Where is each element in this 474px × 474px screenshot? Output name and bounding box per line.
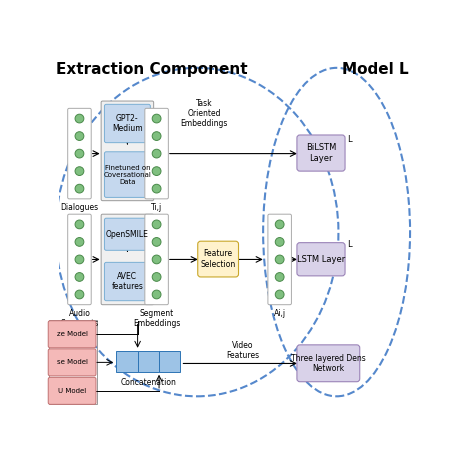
Text: Task
Oriented
Embeddings: Task Oriented Embeddings [181, 99, 228, 128]
Text: L: L [347, 135, 352, 144]
Circle shape [152, 114, 161, 123]
Circle shape [275, 273, 284, 282]
Text: U Model: U Model [58, 388, 86, 394]
Text: Video
Features: Video Features [227, 341, 259, 360]
Text: Concatenation: Concatenation [120, 378, 176, 387]
FancyBboxPatch shape [68, 214, 91, 305]
Text: OpenSMILE: OpenSMILE [106, 230, 149, 239]
Text: Audio
Segments: Audio Segments [60, 309, 99, 328]
FancyBboxPatch shape [101, 214, 154, 305]
Circle shape [152, 220, 161, 229]
FancyBboxPatch shape [48, 321, 96, 348]
Text: LSTM Layer: LSTM Layer [297, 255, 345, 264]
Circle shape [152, 132, 161, 140]
FancyBboxPatch shape [145, 214, 168, 305]
Text: Three layered Dens
Network: Three layered Dens Network [291, 354, 366, 373]
Circle shape [275, 220, 284, 229]
Text: L: L [347, 240, 352, 249]
Text: GPT2-
Medium: GPT2- Medium [112, 114, 143, 133]
Circle shape [75, 237, 84, 246]
FancyBboxPatch shape [68, 109, 91, 199]
Text: Dialogues: Dialogues [60, 203, 99, 212]
Circle shape [152, 167, 161, 175]
FancyBboxPatch shape [297, 345, 360, 382]
Circle shape [152, 255, 161, 264]
FancyBboxPatch shape [297, 135, 345, 171]
Text: se Model: se Model [56, 359, 88, 365]
Circle shape [275, 255, 284, 264]
Circle shape [75, 114, 84, 123]
Circle shape [75, 167, 84, 175]
Text: Extraction Component: Extraction Component [55, 63, 247, 77]
Circle shape [75, 220, 84, 229]
FancyBboxPatch shape [48, 377, 96, 404]
FancyBboxPatch shape [104, 152, 150, 197]
Circle shape [75, 132, 84, 140]
FancyBboxPatch shape [104, 218, 150, 250]
Text: BiLSTM
Layer: BiLSTM Layer [306, 143, 336, 163]
Circle shape [75, 255, 84, 264]
Circle shape [275, 290, 284, 299]
Bar [159, 351, 181, 372]
Circle shape [152, 237, 161, 246]
Circle shape [75, 149, 84, 158]
Text: Ai,j: Ai,j [273, 309, 286, 318]
Circle shape [275, 237, 284, 246]
FancyBboxPatch shape [198, 241, 238, 277]
Text: Finetuned on
Coversational
Data: Finetuned on Coversational Data [103, 164, 151, 184]
Text: AVEC
features: AVEC features [111, 272, 143, 291]
Circle shape [152, 184, 161, 193]
FancyBboxPatch shape [145, 109, 168, 199]
Circle shape [75, 273, 84, 282]
Text: Feature
Selection: Feature Selection [201, 249, 236, 269]
Circle shape [152, 273, 161, 282]
Text: Segment
Embeddings: Segment Embeddings [133, 309, 180, 328]
Circle shape [75, 290, 84, 299]
FancyBboxPatch shape [104, 104, 150, 143]
FancyBboxPatch shape [48, 349, 96, 376]
Circle shape [152, 149, 161, 158]
FancyBboxPatch shape [104, 263, 150, 301]
Circle shape [152, 290, 161, 299]
Circle shape [75, 184, 84, 193]
Bar [137, 351, 159, 372]
Text: Ti,j: Ti,j [151, 203, 162, 212]
FancyBboxPatch shape [297, 243, 345, 276]
Text: ze Model: ze Model [56, 331, 88, 337]
Bar [116, 351, 137, 372]
Text: Model L: Model L [342, 63, 409, 77]
FancyBboxPatch shape [268, 214, 292, 305]
FancyBboxPatch shape [101, 101, 154, 201]
